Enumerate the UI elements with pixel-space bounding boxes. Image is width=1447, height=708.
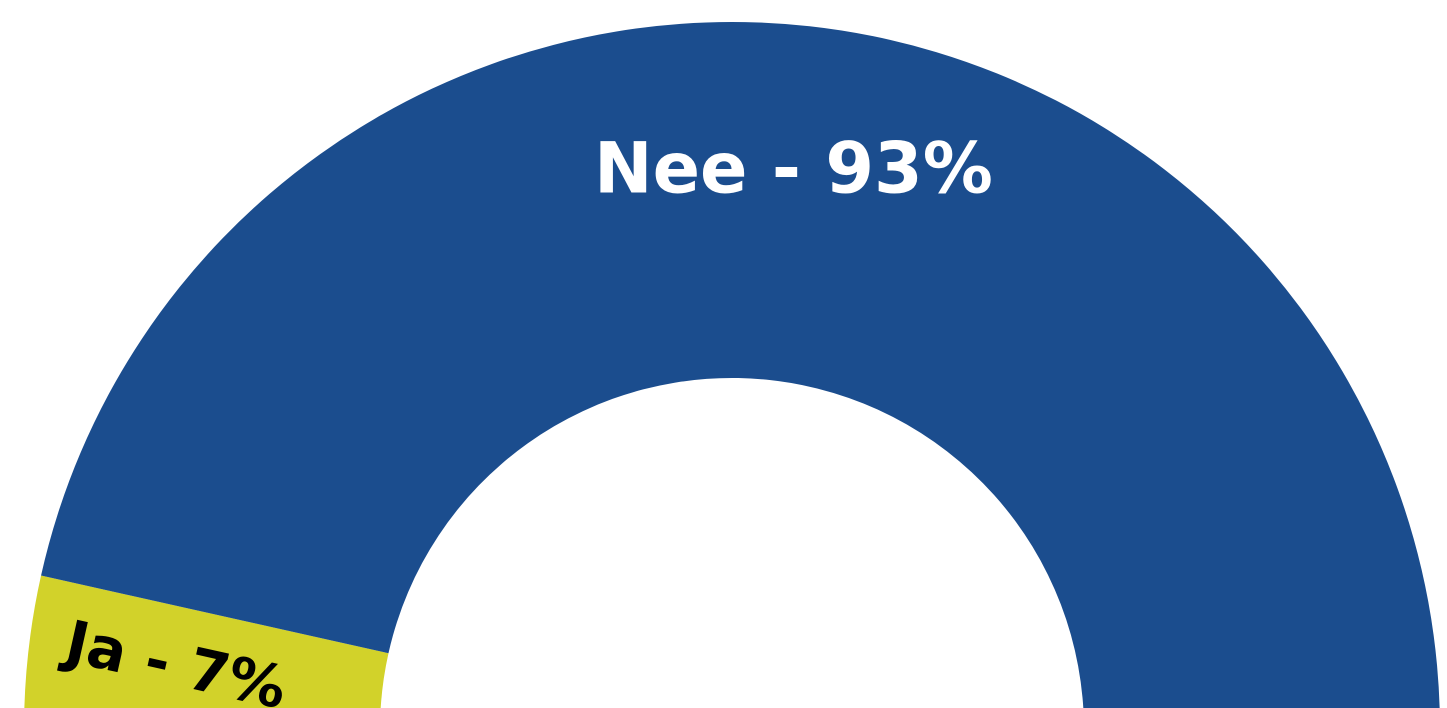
slice bbox=[24, 575, 389, 708]
slice bbox=[41, 22, 1440, 708]
slice-label: Nee - 93% bbox=[594, 127, 993, 209]
